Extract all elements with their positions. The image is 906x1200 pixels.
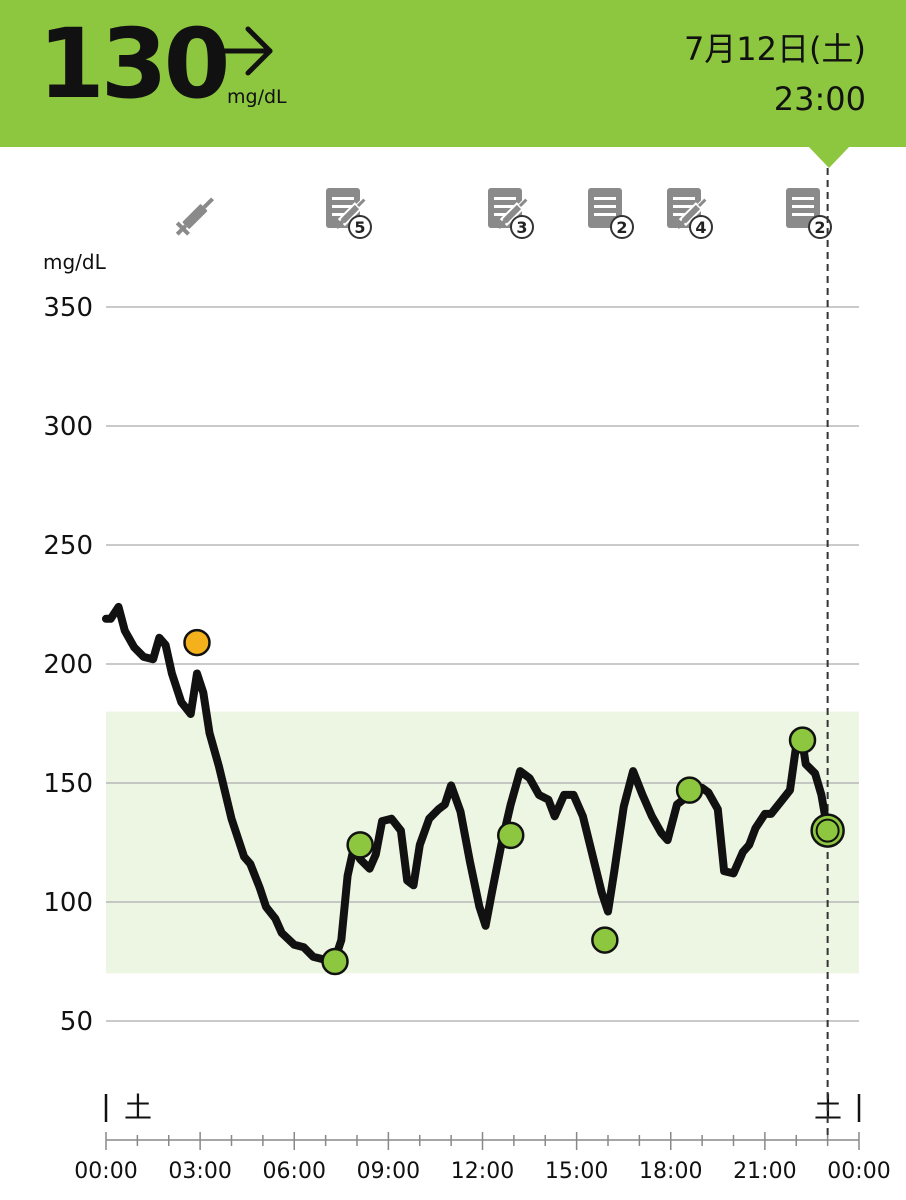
glucose-trace-line [102,602,832,968]
reading-marker [496,821,525,850]
glucose-header: 130 mg/dL 7月12日(土) 23:00 [0,0,906,147]
event-badge-count: 2 [814,218,825,237]
event-badge-count: 5 [354,218,365,237]
arrow-right-icon [217,26,273,76]
glucose-unit: mg/dL [227,86,287,108]
reading-marker [788,726,817,754]
event-badge-count: 4 [695,218,706,237]
high-reading-marker [183,628,211,657]
x-tick-label: 00:00 [74,1159,137,1184]
y-tick-label: 350 [43,293,93,323]
y-axis-unit: mg/dL [43,250,106,274]
event-badge-count: 3 [516,218,527,237]
reading-marker [591,926,619,954]
y-tick-label: 50 [60,1007,93,1037]
event-badge [348,215,372,239]
syringe-icon[interactable] [172,186,222,240]
event-badge [808,215,832,239]
y-tick-label: 300 [43,412,93,442]
reading-marker [675,776,704,804]
event-badge-count: 2 [616,218,627,237]
current-time-pointer [808,146,850,168]
event-badge [610,215,634,239]
x-tick-label: 00:00 [827,1159,890,1184]
x-tick-label: 03:00 [168,1159,231,1184]
x-tick-label: 06:00 [263,1159,326,1184]
syringe-note-icon[interactable]: 4 [665,186,715,240]
y-tick-label: 150 [43,769,93,799]
y-tick-label: 100 [43,888,93,918]
x-tick-label: 12:00 [451,1159,514,1184]
target-range-band [106,711,859,974]
reading-marker [346,831,374,859]
day-label: 土 [124,1091,152,1124]
syringe-note-icon[interactable]: 3 [486,186,536,240]
event-badge [510,215,534,239]
current-glucose-value: 130 [38,8,230,120]
y-tick-label: 200 [43,650,93,680]
note-icon[interactable]: 2 [784,186,834,240]
y-tick-label: 250 [43,531,93,561]
reading-marker [321,947,349,976]
x-tick-label: 09:00 [357,1159,420,1184]
note-icon[interactable]: 2 [586,186,636,240]
x-tick-label: 15:00 [545,1159,608,1184]
current-reading-marker-inner [815,818,840,843]
x-tick-label: 18:00 [639,1159,702,1184]
reading-time: 23:00 [773,80,866,118]
syringe-note-icon[interactable]: 5 [324,186,374,240]
reading-date: 7月12日(土) [683,30,866,68]
event-badge [689,215,713,239]
x-tick-label: 21:00 [733,1159,796,1184]
